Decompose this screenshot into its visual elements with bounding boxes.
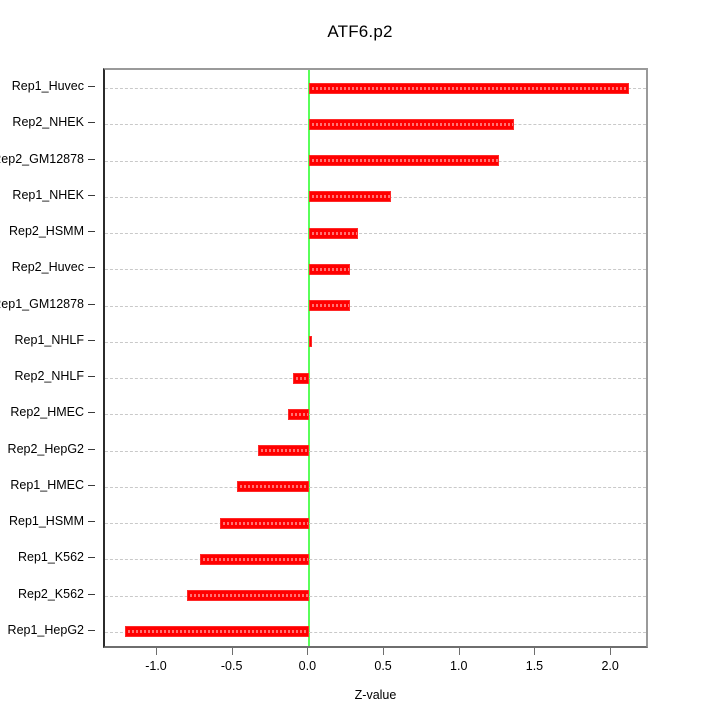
- y-axis-label: Rep2_HSMM: [8, 224, 84, 239]
- bar[interactable]: [309, 263, 351, 275]
- y-axis-label: Rep2_NHEK: [12, 115, 84, 130]
- x-axis-tick: [458, 648, 460, 655]
- y-axis-tick: [88, 448, 95, 450]
- bar[interactable]: [200, 553, 310, 565]
- bar[interactable]: [309, 118, 514, 130]
- zero-reference-line: [308, 70, 311, 646]
- bar[interactable]: [309, 155, 499, 167]
- y-axis-label: Rep1_NHEK: [12, 187, 84, 202]
- gridline: [105, 631, 646, 633]
- y-axis-label: Rep1_HMEC: [10, 477, 84, 492]
- y-axis-label: Rep1_HSMM: [8, 514, 84, 529]
- x-axis-tick-label: 2.0: [601, 659, 619, 673]
- x-axis-tick-label: 1.0: [450, 659, 468, 673]
- y-axis-label: Rep1_HepG2: [7, 622, 84, 637]
- y-axis-tick: [88, 593, 95, 595]
- plot-inner: [105, 70, 646, 646]
- bar[interactable]: [309, 191, 392, 203]
- bar[interactable]: [309, 336, 313, 348]
- bar[interactable]: [257, 445, 310, 457]
- gridline: [105, 269, 646, 271]
- y-axis-label: Rep2_NHLF: [14, 369, 84, 384]
- bar[interactable]: [186, 590, 310, 602]
- bar[interactable]: [220, 517, 310, 529]
- gridline: [105, 414, 646, 416]
- x-axis-tick: [383, 648, 385, 655]
- y-axis-label: Rep2_HMEC: [10, 405, 84, 420]
- gridline: [105, 450, 646, 452]
- x-axis-tick: [610, 648, 612, 655]
- y-axis-label: Rep2_HepG2: [7, 441, 84, 456]
- bar[interactable]: [309, 300, 351, 312]
- y-axis-tick: [88, 629, 95, 631]
- x-axis-tick-label: 0.0: [298, 659, 317, 673]
- y-axis-tick: [88, 86, 95, 88]
- gridline: [105, 305, 646, 307]
- y-axis-label: Rep1_K562: [17, 550, 84, 565]
- y-axis-tick: [88, 412, 95, 414]
- bar[interactable]: [309, 82, 629, 94]
- gridline: [105, 341, 646, 343]
- x-axis-tick: [307, 648, 309, 655]
- y-axis-label: Rep1_Huvec: [11, 79, 84, 94]
- x-axis-tick-label: 1.5: [525, 659, 544, 673]
- x-axis-tick: [231, 648, 233, 655]
- gridline: [105, 559, 646, 561]
- x-axis-tick: [155, 648, 157, 655]
- y-axis-tick: [88, 194, 95, 196]
- y-axis-tick: [88, 158, 95, 160]
- bar[interactable]: [309, 227, 358, 239]
- gridline: [105, 523, 646, 525]
- chart-title: ATF6.p2: [327, 22, 393, 41]
- y-axis-label: Rep1_GM12878: [0, 296, 84, 311]
- bar[interactable]: [236, 481, 310, 493]
- x-axis-tick-label: -1.0: [145, 659, 167, 673]
- y-axis-tick: [88, 339, 95, 341]
- bar[interactable]: [124, 626, 310, 638]
- y-axis: Rep1_Huvec Rep2_NHEK Rep2_GM12878 Rep1_NHEK…: [0, 68, 95, 648]
- y-axis-tick: [88, 484, 95, 486]
- y-axis-tick: [88, 231, 95, 233]
- y-axis-tick: [88, 557, 95, 559]
- plot-area: [103, 68, 648, 648]
- y-axis-tick: [88, 521, 95, 523]
- x-axis-tick: [534, 648, 536, 655]
- gridline: [105, 233, 646, 235]
- y-axis-tick: [88, 376, 95, 378]
- y-axis-label: Rep2_GM12878: [0, 151, 84, 166]
- bar[interactable]: [288, 408, 310, 420]
- x-axis-title: Z-value: [354, 688, 397, 702]
- y-axis-tick: [88, 267, 95, 269]
- y-axis-label: Rep2_Huvec: [11, 260, 84, 275]
- gridline: [105, 595, 646, 597]
- y-axis-tick: [88, 122, 95, 124]
- x-axis: -1.0 -0.5 0.0 0.5 1.0 1.5 2.0: [103, 648, 648, 688]
- x-axis-tick-label: -0.5: [220, 659, 243, 673]
- y-axis-tick: [88, 303, 95, 305]
- gridline: [105, 378, 646, 380]
- y-axis-label: Rep2_K562: [17, 586, 84, 601]
- x-axis-tick-label: 0.5: [374, 659, 392, 673]
- bar[interactable]: [292, 372, 310, 384]
- y-axis-label: Rep1_NHLF: [14, 332, 84, 347]
- gridline: [105, 486, 646, 488]
